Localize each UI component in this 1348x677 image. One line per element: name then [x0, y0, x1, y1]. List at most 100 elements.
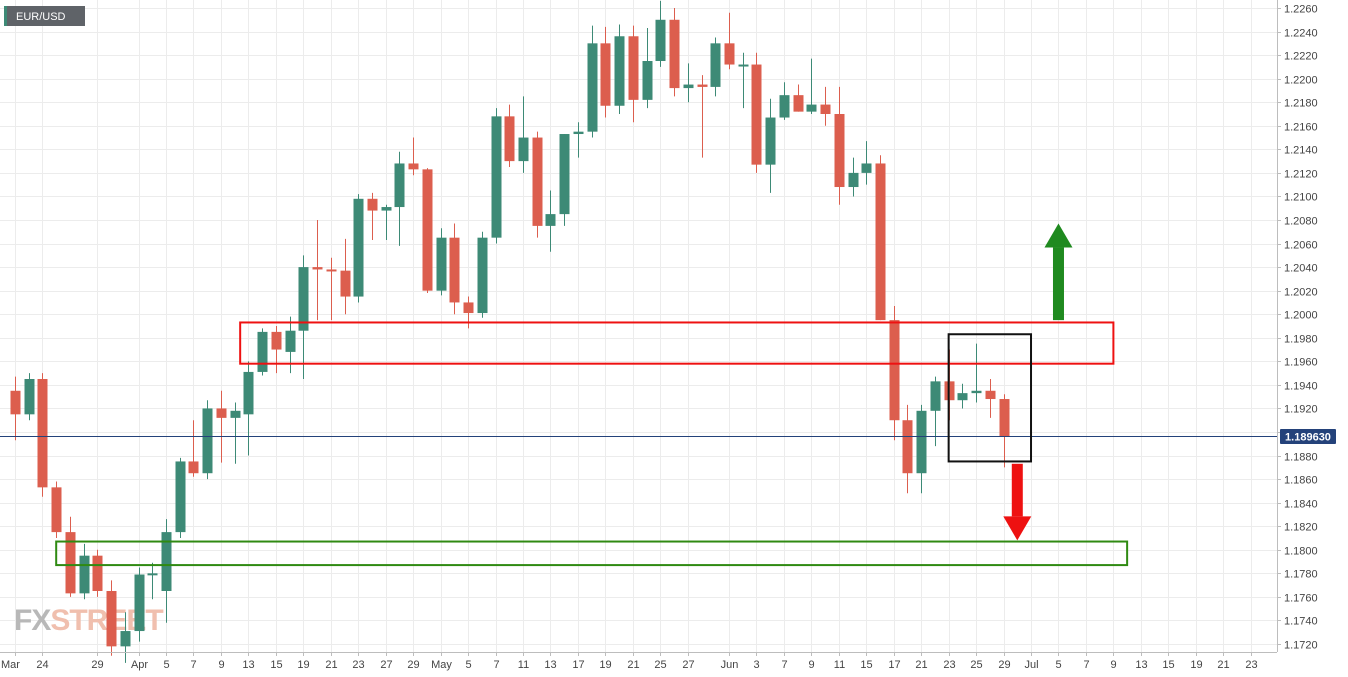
candle-body — [243, 371, 254, 415]
x-tick-label: 25 — [654, 659, 666, 671]
symbol-tag[interactable]: EUR/USD — [4, 6, 85, 26]
candle-body — [655, 19, 666, 61]
y-tick-label: 1.2020 — [1284, 287, 1318, 299]
x-tick-label: 23 — [943, 659, 955, 671]
x-tick-label: 15 — [270, 659, 282, 671]
y-tick-label: 1.2120 — [1284, 169, 1318, 181]
candle — [422, 168, 433, 294]
candle — [655, 0, 666, 67]
candle — [175, 457, 186, 538]
x-tick-label: 17 — [572, 659, 584, 671]
y-tick-label: 1.1740 — [1284, 616, 1318, 628]
candle-body — [573, 131, 584, 135]
candle-body — [202, 408, 213, 474]
candle — [683, 63, 694, 103]
candle-body — [381, 207, 392, 211]
candle-body — [902, 420, 913, 474]
x-tick-label: 13 — [242, 659, 254, 671]
y-axis-ticks[interactable]: 1.2260 1.2240 1.2220 1.2200 1.2180 1.2160 1.21… — [1277, 4, 1318, 652]
x-tick-label: 5 — [465, 659, 471, 671]
candle-body — [92, 555, 103, 591]
y-tick-label: 1.2220 — [1284, 51, 1318, 63]
candle-body — [24, 379, 35, 415]
candle-body — [614, 36, 625, 106]
candle — [381, 204, 392, 241]
y-tick-label: 1.1940 — [1284, 381, 1318, 393]
arrow-down-icon — [1003, 463, 1032, 541]
y-tick-label: 1.2180 — [1284, 98, 1318, 110]
x-tick-label: 5 — [163, 659, 169, 671]
last-price-badge-bg — [1280, 429, 1336, 444]
candle — [751, 52, 762, 173]
candle — [820, 86, 831, 126]
candle — [298, 255, 309, 379]
x-tick-label: Apr — [131, 659, 148, 671]
candle — [147, 562, 158, 600]
x-tick-label: 24 — [36, 659, 48, 671]
y-tick-label: 1.1920 — [1284, 404, 1318, 416]
x-tick-label: Jun — [721, 659, 739, 671]
candle-body — [422, 169, 433, 291]
candle-body — [477, 237, 488, 314]
candle-body — [106, 591, 117, 647]
candle — [504, 104, 515, 167]
x-tick-label: 21 — [1217, 659, 1229, 671]
candle-body — [545, 214, 556, 226]
candle — [573, 122, 584, 158]
candle — [587, 25, 598, 138]
candle — [230, 402, 241, 464]
symbol-tag-bg — [4, 6, 85, 26]
candle — [202, 400, 213, 480]
candle — [436, 228, 447, 296]
y-tick-label: 1.2080 — [1284, 216, 1318, 228]
candle-body — [848, 172, 859, 188]
x-tick-label: 9 — [808, 659, 814, 671]
logo-fx-text: FX — [14, 604, 51, 637]
x-tick-label: 17 — [888, 659, 900, 671]
candles-layer — [10, 0, 1010, 663]
candle-body — [10, 390, 21, 415]
candle-body — [518, 137, 529, 162]
x-tick-label: 19 — [1190, 659, 1202, 671]
x-tick-label: 25 — [970, 659, 982, 671]
candle-body — [751, 64, 762, 165]
candle-body — [971, 390, 982, 394]
candle — [106, 580, 117, 656]
candle-body — [449, 237, 460, 303]
candle — [51, 481, 62, 538]
x-axis-ticks[interactable]: Mar 24 29 Apr 5 7 9 13 15 19 21 23 27 29 May 5 7 11 13 17 19… — [1, 652, 1258, 671]
last-price-badge: 1.189630 — [1280, 429, 1336, 444]
x-tick-label: 3 — [753, 659, 759, 671]
candle — [37, 373, 48, 497]
y-tick-label: 1.1840 — [1284, 499, 1318, 511]
candle-body — [37, 379, 48, 488]
candle — [930, 376, 941, 447]
candle — [312, 220, 323, 321]
candle — [24, 373, 35, 421]
candle-body — [793, 95, 804, 112]
x-tick-label: 19 — [599, 659, 611, 671]
y-tick-label: 1.2260 — [1284, 4, 1318, 16]
candle-body — [765, 117, 776, 165]
y-tick-label: 1.2000 — [1284, 310, 1318, 322]
candle-body — [408, 163, 419, 170]
candle-body — [79, 555, 90, 594]
candle — [92, 549, 103, 597]
candle-body — [930, 381, 941, 411]
last-price-label: 1.189630 — [1285, 432, 1331, 444]
x-tick-label: Jul — [1024, 659, 1038, 671]
candle — [806, 58, 817, 114]
y-tick-label: 1.2160 — [1284, 122, 1318, 134]
candle-body — [532, 137, 543, 226]
candle — [779, 82, 790, 120]
candle-body — [875, 163, 886, 321]
candle — [394, 151, 405, 246]
x-tick-label: 11 — [518, 659, 529, 671]
x-tick-label: 5 — [1055, 659, 1061, 671]
candle-body — [916, 410, 927, 474]
candle-body — [230, 410, 241, 418]
candle-body — [134, 574, 145, 632]
support-zone-box — [55, 540, 1129, 567]
y-tick-label: 1.1760 — [1284, 593, 1318, 605]
